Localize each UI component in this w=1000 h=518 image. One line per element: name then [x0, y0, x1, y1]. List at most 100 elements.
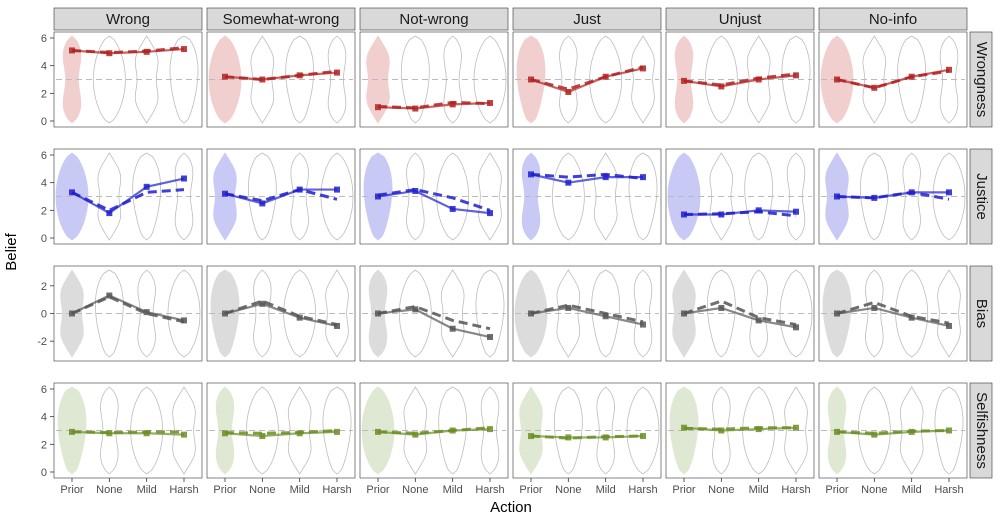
series-line-solid: [836, 68, 950, 89]
point-harsh: [640, 321, 646, 328]
y-axis-title: Belief: [3, 232, 20, 270]
violin-none: [709, 152, 734, 241]
series-line-dashed: [836, 300, 950, 325]
panel-bias-not-wrong: [359, 265, 509, 362]
point-mild: [449, 205, 456, 212]
violin-none: [398, 269, 432, 358]
y-tick-label: 6: [41, 150, 47, 162]
point-harsh: [181, 175, 187, 182]
violin-mild: [137, 269, 156, 358]
column-strip-label: Somewhat-wrong: [223, 11, 340, 28]
row-strip-label: Wrongness: [973, 42, 990, 118]
violin-mild: [895, 269, 929, 358]
y-tick-label: 2: [41, 205, 47, 217]
point-harsh: [487, 210, 493, 217]
point-prior: [528, 171, 534, 178]
point-harsh: [793, 324, 799, 331]
row-strip-label: Bias: [973, 299, 990, 328]
point-none: [106, 50, 113, 57]
point-prior: [222, 310, 228, 317]
point-prior: [69, 189, 75, 196]
point-none: [871, 84, 878, 91]
point-mild: [449, 325, 456, 332]
violin-mild: [285, 35, 314, 124]
x-tick-label: Mild: [290, 484, 310, 496]
violin-none: [401, 35, 430, 124]
series-line-solid: [71, 294, 185, 322]
series-line-solid: [530, 67, 644, 94]
violin-none: [862, 35, 887, 124]
violin-harsh: [781, 35, 811, 124]
x-axis-title: Action: [490, 499, 532, 516]
x-tick-label: Mild: [137, 484, 157, 496]
point-mild: [602, 313, 609, 320]
violin-mild: [290, 152, 309, 241]
x-tick-label: Harsh: [475, 484, 504, 496]
violin-harsh: [779, 269, 813, 358]
violin-harsh: [320, 152, 354, 241]
x-tick-label: None: [708, 484, 734, 496]
x-tick-label: Prior: [213, 484, 237, 496]
column-strip-label: Unjust: [719, 11, 762, 28]
point-none: [565, 434, 572, 441]
point-mild: [908, 428, 915, 435]
y-tick-label: -2: [37, 336, 47, 348]
point-harsh: [793, 72, 799, 79]
point-mild: [143, 309, 150, 316]
point-mild: [143, 48, 150, 55]
point-prior: [69, 47, 75, 54]
series-line-dashed: [224, 188, 338, 203]
violin-harsh: [480, 386, 500, 475]
violin-harsh: [628, 152, 658, 241]
point-none: [412, 105, 419, 112]
point-none: [259, 433, 266, 440]
point-mild: [296, 186, 303, 193]
panel-selfishness-wrong: [53, 382, 203, 479]
point-none: [718, 304, 725, 311]
point-harsh: [334, 428, 340, 435]
series-line-dashed: [224, 299, 338, 327]
x-tick-label: Mild: [443, 484, 463, 496]
point-mild: [755, 207, 762, 214]
point-harsh: [487, 100, 493, 107]
violin-mild: [438, 386, 467, 475]
point-prior: [375, 193, 381, 200]
series-line-solid: [377, 101, 491, 110]
point-none: [412, 431, 419, 438]
series-line-solid: [683, 426, 797, 432]
panel-wrongness-no-info: [818, 31, 968, 128]
violin-harsh: [633, 269, 653, 358]
violin-none: [92, 35, 126, 124]
violin-harsh: [937, 269, 961, 358]
point-prior: [69, 310, 75, 317]
violin-mild: [897, 35, 926, 124]
series-line-dashed: [530, 303, 644, 324]
chart-root: Wrong Somewhat-wrong Not-wrong Just Unjust No…: [37, 7, 993, 496]
series-line-dashed: [683, 299, 797, 327]
y-tick-label: 4: [41, 178, 47, 190]
violin-harsh: [167, 269, 201, 358]
violin-none: [403, 386, 428, 475]
point-prior: [528, 76, 534, 83]
point-mild: [755, 426, 762, 433]
x-tick-label: None: [96, 484, 122, 496]
point-mild: [755, 317, 762, 324]
x-tick-label: Harsh: [169, 484, 198, 496]
violin-harsh: [939, 35, 959, 124]
violin-none: [250, 35, 275, 124]
point-none: [871, 304, 878, 311]
series-line-dashed: [530, 172, 644, 181]
point-prior: [834, 428, 840, 435]
point-harsh: [181, 46, 187, 53]
column-strip-somewhat-wrong: [206, 7, 356, 31]
panel-bias-just: [512, 265, 662, 362]
series-line-solid: [530, 434, 644, 439]
row-strip-label: Selfishness: [973, 392, 990, 469]
violin-harsh: [631, 35, 655, 124]
series-line-solid: [377, 428, 491, 436]
y-tick-label: 2: [41, 281, 47, 293]
violin-none: [712, 386, 731, 475]
violin-none: [704, 35, 738, 124]
point-none: [871, 194, 878, 201]
